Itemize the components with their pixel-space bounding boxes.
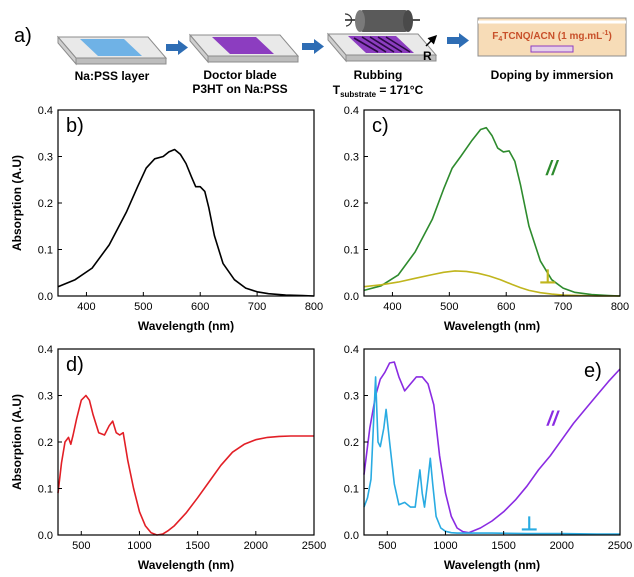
plot-frame [57,348,315,536]
x-tick-label: 800 [611,301,629,313]
rubbing-direction-arrow [425,34,438,47]
x-tick-label: 400 [383,301,401,313]
x-tick-label: 1000 [433,540,457,552]
solution-label: F4TCNQ/ACN (1 mg.mL-1) [492,30,612,43]
series-annotation: ⊥ [539,266,557,288]
series-line-1 [363,126,621,297]
panel-label: c) [372,115,389,137]
y-tick-label: 0.1 [344,484,359,496]
y-tick-label: 0.1 [38,245,53,257]
chart-panel-b: 400 500 600 700 800 0.0 0.1 0.2 0.3 0.4 Wavelength… [10,105,323,333]
series-line-1 [57,148,315,297]
y-tick-label: 0.2 [344,437,359,449]
series-annotation: // [545,158,560,180]
y-tick-label: 0.2 [344,198,359,210]
x-tick-label: 500 [440,301,458,313]
y-tick-label: 0.2 [38,437,53,449]
y-tick-label: 0.4 [38,344,53,356]
x-tick-label: 2000 [244,540,268,552]
process-arrow-1 [166,40,188,55]
series-annotation: ⊥ [520,513,538,535]
y-tick-label: 0.4 [38,105,53,117]
series-line-1 [363,361,621,534]
rubbing-setup: R [326,10,438,63]
y-tick-label: 0.3 [344,152,359,164]
panel-label: d) [66,354,84,376]
process-arrow-3 [447,33,469,48]
x-axis-label: Wavelength (nm) [444,319,540,333]
x-tick-label: 700 [554,301,572,313]
x-axis-label: Wavelength (nm) [444,558,540,572]
substrate-na-pss [56,35,168,66]
y-tick-label: 0.3 [38,152,53,164]
y-tick-label: 0.0 [38,530,53,542]
step1-label: Na:PSS layer [75,69,150,83]
doping-bath: F4TCNQ/ACN (1 mg.mL-1) [477,17,627,57]
rubbed-grooves [353,36,411,53]
y-tick-label: 0.1 [38,484,53,496]
y-axis-label: Absorption (A.U) [10,155,24,251]
step3-label-line2: Tsubstrate = 171°C [333,83,424,99]
chart-panel-e: 500 1000 1500 2000 2500 0.0 0.1 0.2 0.3 0.4 Wavele… [344,344,633,572]
x-tick-label: 400 [77,301,95,313]
immersed-sample [530,45,574,53]
step2-label-line1: Doctor blade [203,68,277,82]
x-tick-label: 2500 [608,540,632,552]
p3ht-film [212,37,274,54]
y-tick-label: 0.3 [38,391,53,403]
y-tick-label: 0.4 [344,105,359,117]
x-tick-label: 2000 [550,540,574,552]
x-tick-label: 600 [191,301,209,313]
x-tick-label: 500 [378,540,396,552]
series-annotation: // [546,409,561,431]
y-tick-label: 0.3 [344,391,359,403]
plot-frame [363,348,621,536]
panel-label: e) [584,360,602,382]
panel-label-a: a) [14,25,32,47]
x-tick-label: 600 [497,301,515,313]
y-axis-label: Absorption (A.U) [10,394,24,490]
x-tick-label: 500 [134,301,152,313]
x-axis-label: Wavelength (nm) [138,558,234,572]
y-tick-label: 0.2 [38,198,53,210]
process-scheme: a) Na:PSS layer Doctor blade P3HT on Na:… [14,10,627,99]
x-axis-label: Wavelength (nm) [138,319,234,333]
x-tick-label: 1000 [127,540,151,552]
series-line-2 [363,270,620,297]
x-tick-label: 1500 [185,540,209,552]
x-tick-label: 1500 [491,540,515,552]
rubbing-roller [344,10,420,32]
y-tick-label: 0.0 [344,291,359,303]
step3-label-line1: Rubbing [354,68,403,82]
x-tick-label: 800 [305,301,323,313]
x-tick-label: 700 [248,301,266,313]
x-tick-label: 2500 [302,540,326,552]
rotation-icon [344,13,353,27]
panel-label: b) [66,115,84,137]
chart-panel-c: 400 500 600 700 800 0.0 0.1 0.2 0.3 0.4 Wavelength… [344,105,629,333]
step2-label-line2: P3HT on Na:PSS [192,82,287,96]
y-tick-label: 0.0 [38,291,53,303]
plot-frame [57,109,315,297]
na-pss-film [80,39,142,56]
process-arrow-2 [302,39,324,54]
y-tick-label: 0.4 [344,344,359,356]
x-tick-label: 500 [72,540,90,552]
y-tick-label: 0.1 [344,245,359,257]
substrate-p3ht [188,33,300,64]
step4-label: Doping by immersion [491,68,614,82]
series-line-2 [363,376,620,535]
y-tick-label: 0.0 [344,530,359,542]
chart-panel-d: 500 1000 1500 2000 2500 0.0 0.1 0.2 0.3 0.4 Wavele… [10,344,326,572]
series-line-1 [57,394,314,536]
rubbing-direction-label: R [423,49,432,63]
